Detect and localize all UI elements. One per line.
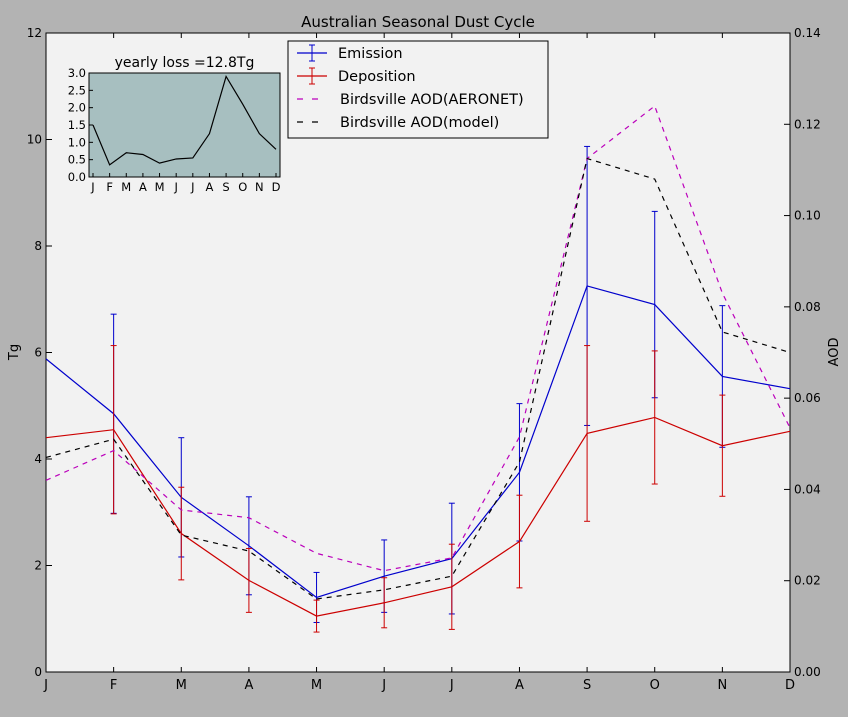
y-axis-left-label: Tg	[7, 344, 22, 361]
legend-label-birdsville-aod-aeronet: Birdsville AOD(AERONET)	[340, 92, 524, 108]
inset-title: yearly loss =12.8Tg	[115, 55, 255, 71]
y-left-tick-label: 4	[34, 452, 42, 466]
inset-x-tick-label: S	[222, 180, 229, 194]
legend: Emission Deposition Birdsville AOD(AERONET…	[287, 40, 549, 139]
y-right-tick-label: 0.12	[794, 117, 821, 131]
inset-y-tick-label: 2.0	[68, 101, 86, 115]
series-lines	[45, 105, 791, 633]
x-tick-label: A	[515, 678, 524, 693]
inset-y-tick-label: 1.0	[68, 135, 86, 149]
y-right-tick-label: 0.02	[794, 574, 821, 588]
y-axis-right-label: AOD	[827, 338, 842, 367]
inset-chart: yearly loss =12.8Tg 0.0 0.5 1.0 1.5 2.0 2.5 3.0…	[68, 55, 281, 194]
y-left-tick-label: 6	[34, 346, 42, 360]
inset-plot-area	[88, 72, 281, 178]
inset-x-tick-label: J	[190, 180, 194, 194]
series-line-emission	[45, 285, 791, 599]
chart-title: Australian Seasonal Dust Cycle	[301, 13, 535, 31]
inset-x-tick-label: A	[139, 180, 147, 194]
inset-y-tick-label: 0.5	[68, 153, 86, 167]
legend-label-emission: Emission	[338, 46, 403, 62]
y-left-tick-label: 0	[34, 665, 42, 679]
y-left-tick-label: 8	[34, 239, 42, 253]
series-line-birdsville-aod-aeronet	[45, 105, 791, 572]
inset-x-tick-label: O	[238, 180, 247, 194]
x-tick-label: A	[244, 678, 253, 693]
inset-x-tick-label: J	[173, 180, 177, 194]
x-tick-label: F	[110, 678, 117, 693]
legend-label-deposition: Deposition	[338, 69, 416, 85]
inset-y-tick-label: 1.5	[68, 118, 86, 132]
y-left-tick-label: 12	[27, 26, 42, 40]
inset-series-line	[92, 74, 277, 166]
inset-x-tick-label: J	[90, 180, 94, 194]
x-tick-label: O	[650, 678, 660, 693]
inset-y-tick-label: 0.0	[68, 170, 86, 184]
x-tick-label: J	[449, 678, 454, 693]
axes-ticks: J F M A M J J A S O N D0246810120.000.020.040.060.0…	[27, 26, 821, 693]
y-right-tick-label: 0.14	[794, 26, 821, 40]
inset-x-tick-label: A	[206, 180, 214, 194]
x-tick-label: D	[785, 678, 795, 693]
series-line-deposition	[45, 416, 791, 617]
y-right-tick-label: 0.08	[794, 300, 821, 314]
y-left-tick-label: 10	[27, 133, 42, 147]
inset-x-tick-label: F	[106, 180, 113, 194]
y-right-tick-label: 0.04	[794, 482, 821, 496]
inset-x-tick-label: M	[121, 180, 131, 194]
legend-box	[287, 40, 549, 139]
inset-x-tick-label: M	[155, 180, 165, 194]
y-left-tick-label: 2	[34, 559, 42, 573]
x-tick-label: M	[176, 678, 187, 693]
y-right-tick-label: 0.00	[794, 665, 821, 679]
x-tick-label: J	[381, 678, 386, 693]
y-right-tick-label: 0.06	[794, 391, 821, 405]
x-tick-label: S	[583, 678, 591, 693]
x-tick-label: J	[43, 678, 48, 693]
inset-y-tick-label: 2.5	[68, 83, 86, 97]
inset-x-tick-label: D	[272, 180, 281, 194]
legend-label-birdsville-aod-model: Birdsville AOD(model)	[340, 115, 499, 131]
inset-y-tick-label: 3.0	[68, 66, 86, 80]
x-tick-label: N	[717, 678, 727, 693]
x-tick-label: M	[311, 678, 322, 693]
y-right-tick-label: 0.10	[794, 209, 821, 223]
inset-x-tick-label: N	[255, 180, 264, 194]
series-line-birdsville-aod-model	[45, 157, 791, 600]
